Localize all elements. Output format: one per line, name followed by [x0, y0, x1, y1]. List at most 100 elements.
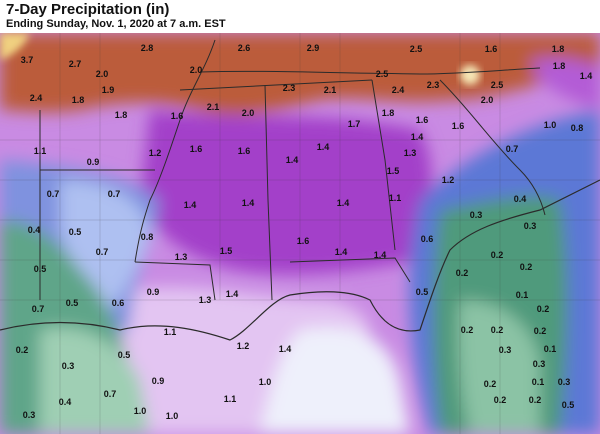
precip-value-label: 0.8	[141, 232, 154, 242]
map-value-labels: 3.7 2.8 2.6 2.9 2.5 1.6 1.8 2.7 2.0 2.0 2.5 1.8 1.4 2…	[16, 43, 593, 421]
precip-value-label: 0.7	[32, 304, 45, 314]
precip-value-label: 0.5	[66, 298, 79, 308]
precip-value-label: 2.4	[392, 85, 405, 95]
color-fill-layer	[0, 33, 600, 434]
precip-value-label: 0.3	[524, 221, 537, 231]
precip-value-label: 2.5	[410, 44, 423, 54]
precip-value-label: 0.5	[69, 227, 82, 237]
precip-value-label: 0.3	[533, 359, 546, 369]
precip-value-label: 0.8	[571, 123, 584, 133]
precip-value-label: 1.8	[382, 108, 395, 118]
boundary-ga-sc	[439, 79, 546, 216]
boundary-north	[199, 67, 541, 75]
precip-value-label: 1.6	[416, 115, 429, 125]
boundary-ms-al	[264, 84, 273, 301]
precip-value-label: 1.8	[115, 110, 128, 120]
precip-value-label: 1.0	[259, 377, 272, 387]
precip-value-label: 0.5	[34, 264, 47, 274]
precip-value-label: 1.1	[164, 327, 177, 337]
precip-value-label: 0.4	[28, 225, 41, 235]
precip-value-label: 1.0	[544, 120, 557, 130]
precip-value-label: 2.6	[238, 43, 251, 53]
precip-value-label: 2.7	[69, 59, 82, 69]
precip-value-label: 2.9	[307, 43, 320, 53]
precip-value-label: 1.5	[220, 246, 233, 256]
precip-value-label: 0.2	[491, 325, 504, 335]
precip-value-label: 0.3	[23, 410, 36, 420]
precip-value-label: 1.4	[374, 250, 387, 260]
precip-value-label: 1.2	[237, 341, 250, 351]
precip-value-label: 1.1	[389, 193, 402, 203]
precip-value-label: 1.7	[348, 119, 361, 129]
map-subtitle: Ending Sunday, Nov. 1, 2020 at 7 a.m. ES…	[6, 18, 226, 30]
precip-value-label: 2.5	[376, 69, 389, 79]
precip-value-label: 0.5	[416, 287, 429, 297]
precip-value-label: 0.2	[494, 395, 507, 405]
precip-value-label: 0.2	[520, 262, 533, 272]
precip-value-label: 0.2	[484, 379, 497, 389]
precip-value-label: 0.5	[562, 400, 575, 410]
precip-value-label: 0.2	[461, 325, 474, 335]
precipitation-map: 3.7 2.8 2.6 2.9 2.5 1.6 1.8 2.7 2.0 2.0 2.5 1.8 1.4 2…	[0, 33, 600, 434]
precip-value-label: 1.4	[242, 198, 255, 208]
precip-value-label: 1.4	[317, 142, 330, 152]
precip-value-label: 0.9	[147, 287, 160, 297]
precip-value-label: 0.9	[87, 157, 100, 167]
precip-value-label: 0.2	[491, 250, 504, 260]
precip-value-label: 2.1	[324, 85, 337, 95]
precip-value-label: 1.4	[286, 155, 299, 165]
precip-value-label: 2.8	[141, 43, 154, 53]
precip-value-label: 0.7	[108, 189, 121, 199]
precip-value-label: 1.6	[238, 146, 251, 156]
precip-value-label: 1.0	[134, 406, 147, 416]
precip-value-label: 0.3	[62, 361, 75, 371]
precip-value-label: 2.5	[491, 80, 504, 90]
precip-value-label: 0.3	[558, 377, 571, 387]
precip-value-label: 1.4	[580, 71, 593, 81]
precip-value-label: 0.1	[544, 344, 557, 354]
map-title: 7-Day Precipitation (in)	[6, 1, 170, 18]
eastern-light-green	[458, 300, 540, 434]
precip-value-label: 0.2	[456, 268, 469, 278]
precip-value-label: 1.3	[404, 148, 417, 158]
precip-value-label: 0.6	[421, 234, 434, 244]
map-header: 7-Day Precipitation (in) Ending Sunday, …	[0, 0, 600, 33]
precip-value-label: 1.6	[452, 121, 465, 131]
precip-value-label: 2.0	[190, 65, 203, 75]
precip-value-label: 2.4	[30, 93, 43, 103]
precip-value-label: 0.7	[96, 247, 109, 257]
precip-value-label: 0.9	[152, 376, 165, 386]
precip-value-label: 0.6	[112, 298, 125, 308]
precip-value-label: 2.3	[283, 83, 296, 93]
precip-value-label: 0.1	[516, 290, 529, 300]
bright-spot	[460, 65, 480, 85]
precip-value-label: 1.6	[297, 236, 310, 246]
precip-value-label: 1.6	[190, 144, 203, 154]
precip-value-label: 1.4	[337, 198, 350, 208]
precip-value-label: 0.5	[118, 350, 131, 360]
precip-value-label: 2.0	[96, 69, 109, 79]
southwest-light-green	[40, 327, 150, 434]
coastline	[0, 179, 600, 341]
precip-value-label: 0.4	[59, 397, 72, 407]
precip-value-label: 1.9	[102, 85, 115, 95]
boundary-la-ms	[134, 261, 216, 301]
precip-value-label: 0.7	[104, 389, 117, 399]
precip-value-label: 0.3	[470, 210, 483, 220]
precip-value-label: 1.4	[411, 132, 424, 142]
gulf-water	[260, 327, 410, 434]
precip-value-label: 1.1	[34, 146, 47, 156]
precip-value-label: 0.4	[514, 194, 527, 204]
precip-value-label: 1.1	[224, 394, 237, 404]
precip-value-label: 1.8	[553, 61, 566, 71]
precip-value-label: 0.7	[47, 189, 60, 199]
precip-value-label: 1.8	[552, 44, 565, 54]
precip-value-label: 0.2	[529, 395, 542, 405]
precip-value-label: 1.4	[279, 344, 292, 354]
precip-value-label: 2.3	[427, 80, 440, 90]
boundary-ar-ms	[134, 39, 216, 263]
precip-value-label: 1.4	[184, 200, 197, 210]
precip-value-label: 1.5	[387, 166, 400, 176]
precip-value-label: 2.0	[242, 108, 255, 118]
